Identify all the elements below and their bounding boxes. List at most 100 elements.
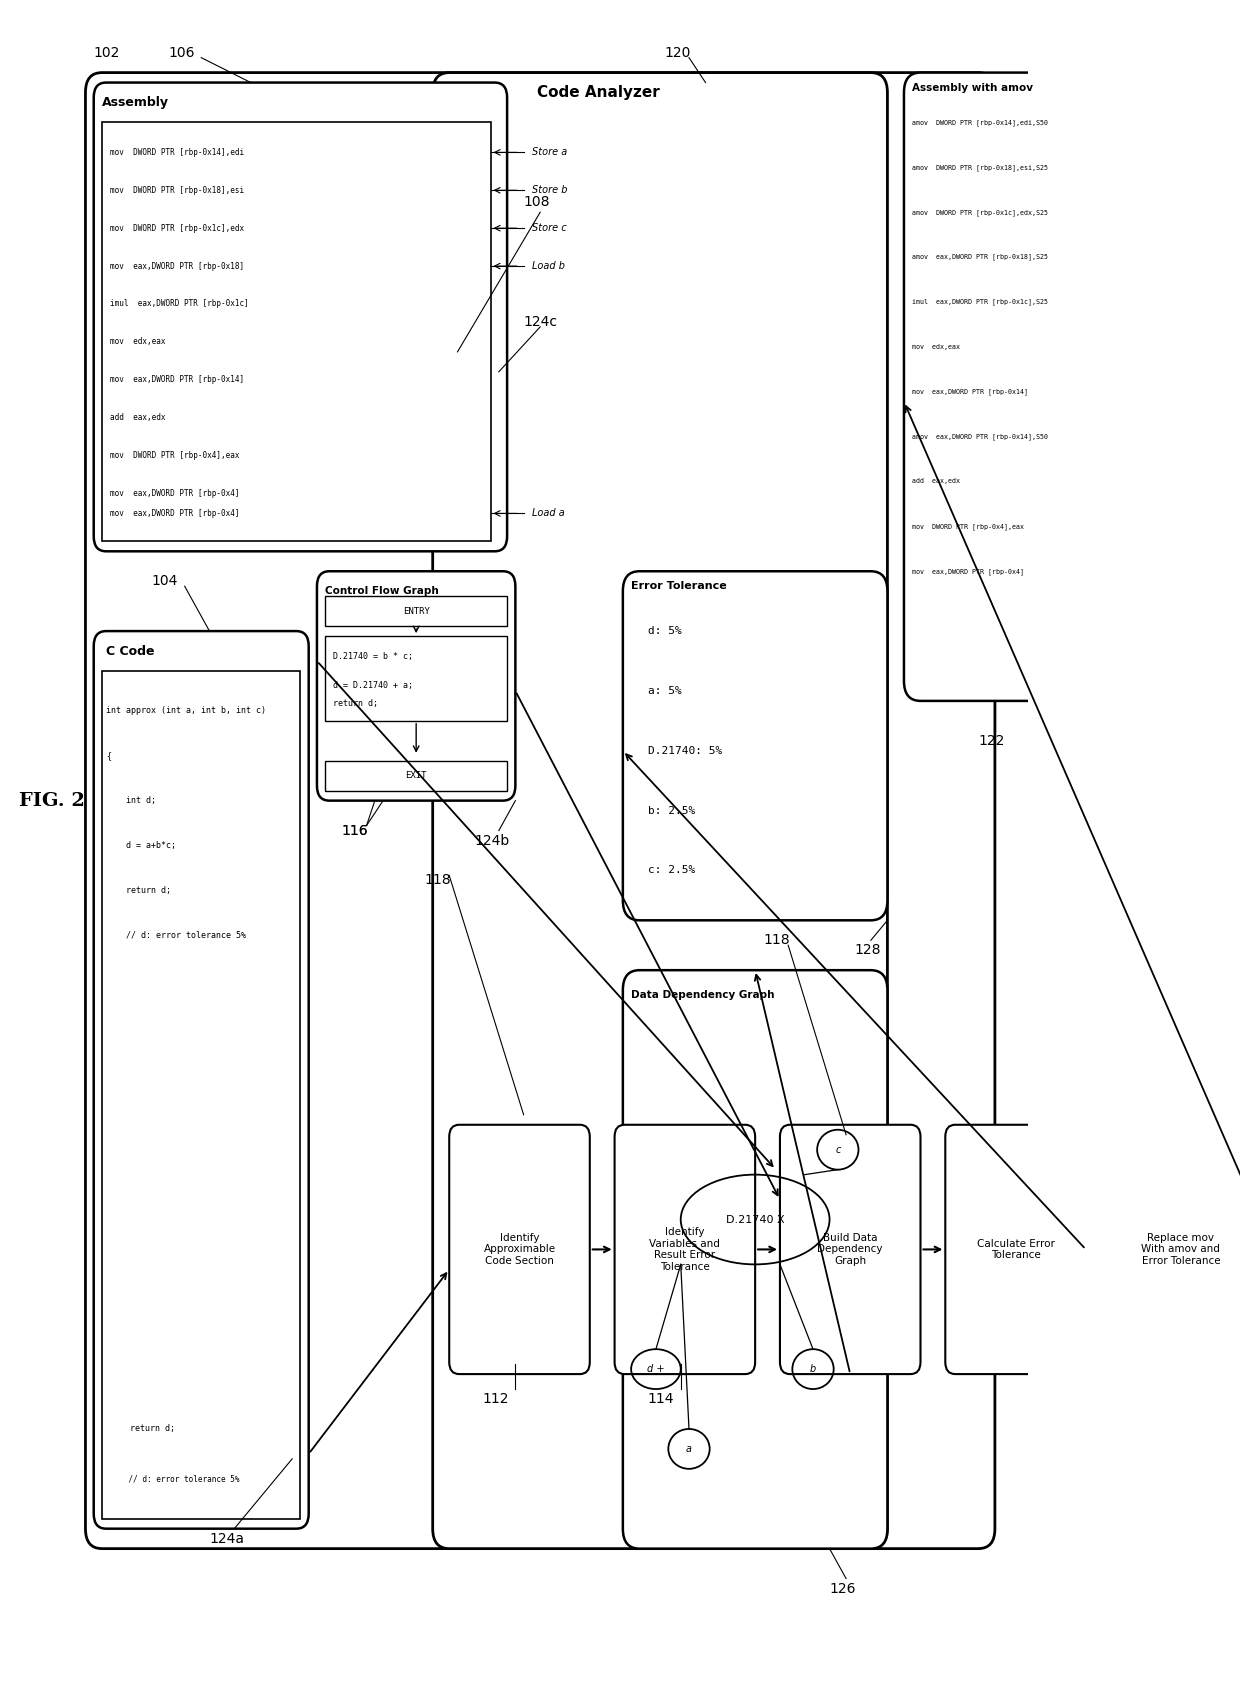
- Text: Data Dependency Graph: Data Dependency Graph: [631, 990, 775, 1000]
- Text: int d;: int d;: [107, 796, 156, 805]
- Text: D.21740 X: D.21740 X: [725, 1215, 785, 1225]
- Text: {: {: [107, 752, 112, 760]
- Text: amov  eax,DWORD PTR [rbp-0x14],S50: amov eax,DWORD PTR [rbp-0x14],S50: [913, 434, 1048, 441]
- Text: 102: 102: [94, 46, 120, 60]
- Text: Identify
Variables and
Result Error
Tolerance: Identify Variables and Result Error Tole…: [650, 1226, 720, 1272]
- Text: mov  DWORD PTR [rbp-0x1c],edx: mov DWORD PTR [rbp-0x1c],edx: [110, 223, 244, 233]
- Bar: [325, 595, 507, 626]
- Text: 120: 120: [665, 46, 691, 60]
- Text: 116: 116: [342, 823, 368, 837]
- Text: 112: 112: [482, 1391, 508, 1407]
- Text: Replace mov
With amov and
Error Tolerance: Replace mov With amov and Error Toleranc…: [1142, 1233, 1220, 1266]
- Text: a: 5%: a: 5%: [647, 686, 682, 696]
- Text: EXIT: EXIT: [405, 771, 427, 781]
- FancyBboxPatch shape: [904, 73, 1069, 701]
- FancyBboxPatch shape: [94, 631, 309, 1529]
- FancyBboxPatch shape: [1111, 1124, 1240, 1374]
- FancyBboxPatch shape: [94, 83, 507, 551]
- Text: Error Tolerance: Error Tolerance: [631, 582, 727, 592]
- FancyBboxPatch shape: [86, 73, 994, 1548]
- Text: mov  eax,DWORD PTR [rbp-0x4]: mov eax,DWORD PTR [rbp-0x4]: [913, 568, 1024, 575]
- Text: 114: 114: [647, 1391, 675, 1407]
- Text: Store b: Store b: [532, 185, 568, 196]
- Text: 108: 108: [523, 196, 551, 209]
- Text: c: c: [835, 1145, 841, 1155]
- Text: FIG. 2: FIG. 2: [20, 791, 86, 810]
- Text: D.21740: 5%: D.21740: 5%: [647, 745, 722, 755]
- FancyBboxPatch shape: [433, 73, 888, 1548]
- Text: C Code: C Code: [107, 645, 155, 658]
- FancyBboxPatch shape: [622, 970, 888, 1548]
- Text: 124b: 124b: [474, 833, 510, 847]
- Text: mov  DWORD PTR [rbp-0x4],eax: mov DWORD PTR [rbp-0x4],eax: [110, 451, 239, 459]
- FancyBboxPatch shape: [317, 572, 516, 801]
- Text: mov  eax,DWORD PTR [rbp-0x18]: mov eax,DWORD PTR [rbp-0x18]: [110, 262, 244, 270]
- Text: add  eax,edx: add eax,edx: [913, 478, 960, 485]
- Text: mov  eax,DWORD PTR [rbp-0x4]: mov eax,DWORD PTR [rbp-0x4]: [110, 488, 239, 498]
- Text: Assembly: Assembly: [102, 95, 169, 109]
- Text: mov  DWORD PTR [rbp-0x18],esi: mov DWORD PTR [rbp-0x18],esi: [110, 185, 244, 196]
- Text: return d;: return d;: [107, 886, 171, 895]
- Text: return d;: return d;: [110, 1424, 175, 1434]
- Text: 126: 126: [830, 1582, 856, 1596]
- Text: Build Data
Dependency
Graph: Build Data Dependency Graph: [817, 1233, 883, 1266]
- Text: amov  DWORD PTR [rbp-0x14],edi,S50: amov DWORD PTR [rbp-0x14],edi,S50: [913, 119, 1048, 126]
- FancyBboxPatch shape: [449, 1124, 590, 1374]
- Bar: [102, 122, 491, 541]
- Text: amov  DWORD PTR [rbp-0x18],esi,S25: amov DWORD PTR [rbp-0x18],esi,S25: [913, 163, 1048, 170]
- Text: ENTRY: ENTRY: [403, 607, 429, 616]
- Text: amov  eax,DWORD PTR [rbp-0x18],S25: amov eax,DWORD PTR [rbp-0x18],S25: [913, 253, 1048, 260]
- Text: Identify
Approximable
Code Section: Identify Approximable Code Section: [484, 1233, 556, 1266]
- Text: c: 2.5%: c: 2.5%: [647, 866, 694, 876]
- Text: Assembly with amov: Assembly with amov: [913, 83, 1033, 92]
- Text: 124c: 124c: [523, 315, 558, 328]
- Text: 118: 118: [764, 934, 790, 947]
- Text: Calculate Error
Tolerance: Calculate Error Tolerance: [977, 1238, 1054, 1260]
- Text: b: b: [810, 1364, 816, 1374]
- Text: mov  eax,DWORD PTR [rbp-0x14]: mov eax,DWORD PTR [rbp-0x14]: [110, 376, 244, 384]
- Text: b: 2.5%: b: 2.5%: [647, 806, 694, 815]
- FancyBboxPatch shape: [780, 1124, 920, 1374]
- Text: Store a: Store a: [532, 148, 567, 158]
- Text: mov  eax,DWORD PTR [rbp-0x4]: mov eax,DWORD PTR [rbp-0x4]: [110, 509, 239, 517]
- Bar: [102, 670, 300, 1519]
- Text: mov  edx,eax: mov edx,eax: [913, 344, 960, 350]
- Text: 118: 118: [424, 873, 451, 888]
- Text: mov  edx,eax: mov edx,eax: [110, 337, 166, 347]
- Text: add  eax,edx: add eax,edx: [110, 413, 166, 422]
- Text: 124a: 124a: [210, 1531, 244, 1546]
- Text: d +: d +: [647, 1364, 665, 1374]
- Bar: [325, 760, 507, 791]
- Bar: [325, 636, 507, 721]
- Text: Code Analyzer: Code Analyzer: [537, 85, 660, 100]
- Text: 104: 104: [151, 575, 179, 589]
- FancyBboxPatch shape: [622, 572, 888, 920]
- Text: Load a: Load a: [532, 509, 564, 519]
- Text: Store c: Store c: [532, 223, 567, 233]
- Text: Control Flow Graph: Control Flow Graph: [325, 587, 439, 595]
- Text: // d: error tolerance 5%: // d: error tolerance 5%: [110, 1475, 239, 1483]
- Bar: [107, 492, 486, 536]
- Text: 122: 122: [978, 733, 1004, 748]
- Text: mov  DWORD PTR [rbp-0x4],eax: mov DWORD PTR [rbp-0x4],eax: [913, 522, 1024, 529]
- Text: mov  eax,DWORD PTR [rbp-0x14]: mov eax,DWORD PTR [rbp-0x14]: [913, 388, 1028, 395]
- Text: Load b: Load b: [532, 260, 565, 270]
- Text: int approx (int a, int b, int c): int approx (int a, int b, int c): [107, 706, 267, 716]
- Text: imul  eax,DWORD PTR [rbp-0x1c]: imul eax,DWORD PTR [rbp-0x1c]: [110, 299, 249, 308]
- FancyBboxPatch shape: [615, 1124, 755, 1374]
- Text: imul  eax,DWORD PTR [rbp-0x1c],S25: imul eax,DWORD PTR [rbp-0x1c],S25: [913, 299, 1048, 306]
- Bar: [330, 691, 503, 716]
- Text: d: 5%: d: 5%: [647, 626, 682, 636]
- Text: return d;: return d;: [334, 699, 378, 708]
- Bar: [107, 1398, 296, 1509]
- Text: 128: 128: [854, 944, 880, 958]
- Text: amov  DWORD PTR [rbp-0x1c],edx,S25: amov DWORD PTR [rbp-0x1c],edx,S25: [913, 209, 1048, 216]
- Text: a: a: [686, 1444, 692, 1454]
- Text: mov  DWORD PTR [rbp-0x14],edi: mov DWORD PTR [rbp-0x14],edi: [110, 148, 244, 156]
- Text: d = D.21740 + a;: d = D.21740 + a;: [334, 682, 413, 691]
- Text: D.21740 = b * c;: D.21740 = b * c;: [334, 651, 413, 660]
- Text: d = a+b*c;: d = a+b*c;: [107, 840, 176, 850]
- FancyBboxPatch shape: [945, 1124, 1086, 1374]
- Text: 116: 116: [342, 823, 368, 837]
- Text: // d: error tolerance 5%: // d: error tolerance 5%: [107, 930, 246, 939]
